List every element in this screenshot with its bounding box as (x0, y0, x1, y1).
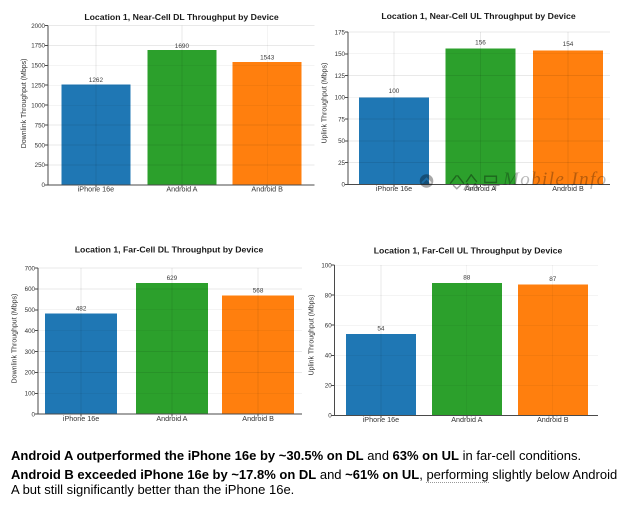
svg-text:482: 482 (76, 306, 87, 313)
svg-text:1000: 1000 (31, 103, 45, 110)
svg-text:Location 1, Far-Cell UL Throug: Location 1, Far-Cell UL Throughput by De… (374, 246, 563, 256)
svg-text:125: 125 (335, 73, 346, 80)
svg-text:Android B: Android B (537, 415, 569, 424)
svg-text:60: 60 (325, 323, 332, 330)
svg-text:iPhone 16e: iPhone 16e (363, 415, 399, 424)
svg-text:0: 0 (328, 413, 332, 420)
svg-text:2000: 2000 (31, 23, 45, 30)
svg-text:20: 20 (325, 383, 332, 390)
svg-text:iPhone 16e: iPhone 16e (376, 184, 412, 193)
svg-text:87: 87 (549, 276, 557, 283)
svg-text:Android B: Android B (552, 184, 584, 193)
svg-text:1262: 1262 (89, 77, 104, 84)
svg-text:0: 0 (42, 182, 46, 189)
svg-text:Location 1, Near-Cell DL Throu: Location 1, Near-Cell DL Throughput by D… (84, 12, 279, 22)
svg-text:Downlink Throughput (Mbps): Downlink Throughput (Mbps) (21, 59, 28, 149)
svg-text:154: 154 (563, 41, 574, 48)
svg-text:80: 80 (325, 293, 332, 300)
svg-text:iPhone 16e: iPhone 16e (63, 414, 99, 423)
svg-text:1250: 1250 (31, 83, 45, 90)
svg-text:250: 250 (35, 162, 46, 169)
svg-text:300: 300 (25, 349, 36, 356)
svg-text:0: 0 (342, 182, 346, 189)
svg-text:Uplink Throughput (Mbps): Uplink Throughput (Mbps) (309, 295, 316, 376)
svg-text:50: 50 (338, 138, 345, 145)
svg-text:1543: 1543 (260, 55, 275, 62)
svg-text:Android B: Android B (242, 414, 274, 423)
svg-text:Android A: Android A (451, 415, 482, 424)
svg-text:100: 100 (321, 263, 332, 270)
svg-text:54: 54 (377, 326, 385, 333)
svg-text:1690: 1690 (175, 43, 190, 50)
svg-text:100: 100 (389, 88, 400, 95)
svg-text:150: 150 (335, 51, 346, 58)
svg-text:500: 500 (25, 307, 36, 314)
svg-text:88: 88 (463, 275, 471, 282)
svg-text:568: 568 (253, 288, 264, 295)
svg-text:Android B: Android B (251, 184, 283, 193)
svg-text:100: 100 (25, 391, 36, 398)
svg-text:750: 750 (35, 122, 46, 129)
svg-text:Android A: Android A (156, 414, 187, 423)
svg-text:Uplink Throughput (Mbps): Uplink Throughput (Mbps) (322, 63, 329, 144)
svg-text:Mobile Info: Mobile Info (502, 169, 608, 190)
svg-text:629: 629 (167, 275, 178, 282)
svg-text:600: 600 (25, 286, 36, 293)
svg-text:1750: 1750 (31, 43, 45, 50)
svg-text:100: 100 (335, 95, 346, 102)
svg-text:40: 40 (325, 353, 332, 360)
svg-text:1500: 1500 (31, 63, 45, 70)
svg-text:400: 400 (25, 328, 36, 335)
svg-text:iPhone 16e: iPhone 16e (78, 184, 114, 193)
svg-text:700: 700 (25, 265, 36, 272)
svg-text:175: 175 (335, 29, 346, 36)
svg-text:Android A: Android A (166, 184, 197, 193)
svg-text:75: 75 (338, 116, 345, 123)
svg-text:Location 1, Far-Cell DL Throug: Location 1, Far-Cell DL Throughput by De… (75, 245, 264, 255)
svg-text:500: 500 (35, 142, 46, 149)
svg-text:25: 25 (338, 160, 345, 167)
svg-text:200: 200 (25, 370, 36, 377)
svg-text:0: 0 (32, 412, 36, 419)
svg-text:156: 156 (475, 39, 486, 46)
svg-text:Downlink Throughput (Mbps): Downlink Throughput (Mbps) (12, 294, 19, 384)
svg-text:Location 1, Near-Cell UL Throu: Location 1, Near-Cell UL Throughput by D… (381, 11, 576, 21)
svg-text:Android A: Android A (465, 184, 496, 193)
